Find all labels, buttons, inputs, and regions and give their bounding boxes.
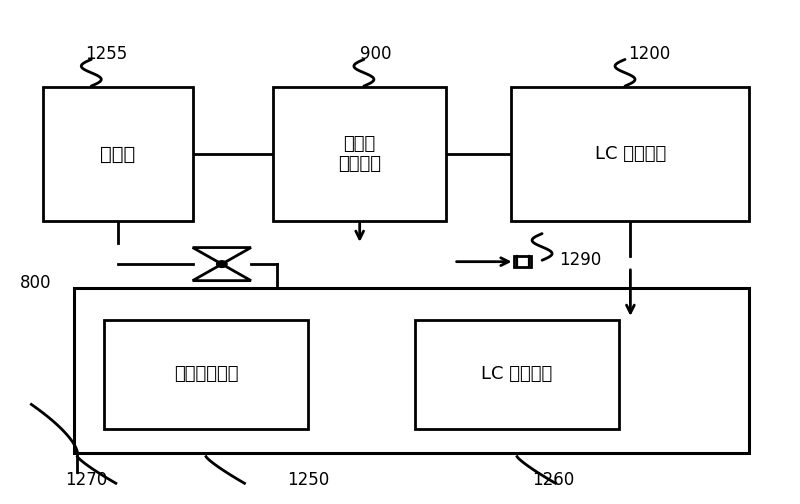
Polygon shape bbox=[193, 247, 251, 264]
Bar bbox=[74, 288, 750, 453]
Text: 900: 900 bbox=[360, 45, 391, 62]
Bar bbox=[104, 320, 308, 428]
Circle shape bbox=[217, 261, 227, 268]
Bar bbox=[415, 320, 619, 428]
Bar bbox=[43, 88, 193, 221]
Text: 储气罐: 储气罐 bbox=[100, 145, 135, 163]
Polygon shape bbox=[193, 264, 251, 281]
Text: 气体供应路径: 气体供应路径 bbox=[174, 365, 238, 383]
Text: 1255: 1255 bbox=[86, 45, 128, 62]
Text: 1290: 1290 bbox=[559, 251, 602, 269]
Text: LC 储存容器: LC 储存容器 bbox=[594, 145, 666, 163]
Text: 1260: 1260 bbox=[533, 471, 574, 489]
Text: 800: 800 bbox=[20, 275, 52, 292]
Text: 1250: 1250 bbox=[286, 471, 329, 489]
Text: 1200: 1200 bbox=[629, 45, 670, 62]
Text: 双流体
控制单元: 双流体 控制单元 bbox=[338, 135, 381, 173]
Bar bbox=[514, 257, 531, 267]
Bar bbox=[274, 88, 446, 221]
Text: LC 供应路径: LC 供应路径 bbox=[482, 365, 553, 383]
Text: 1270: 1270 bbox=[66, 471, 108, 489]
Bar bbox=[511, 88, 750, 221]
